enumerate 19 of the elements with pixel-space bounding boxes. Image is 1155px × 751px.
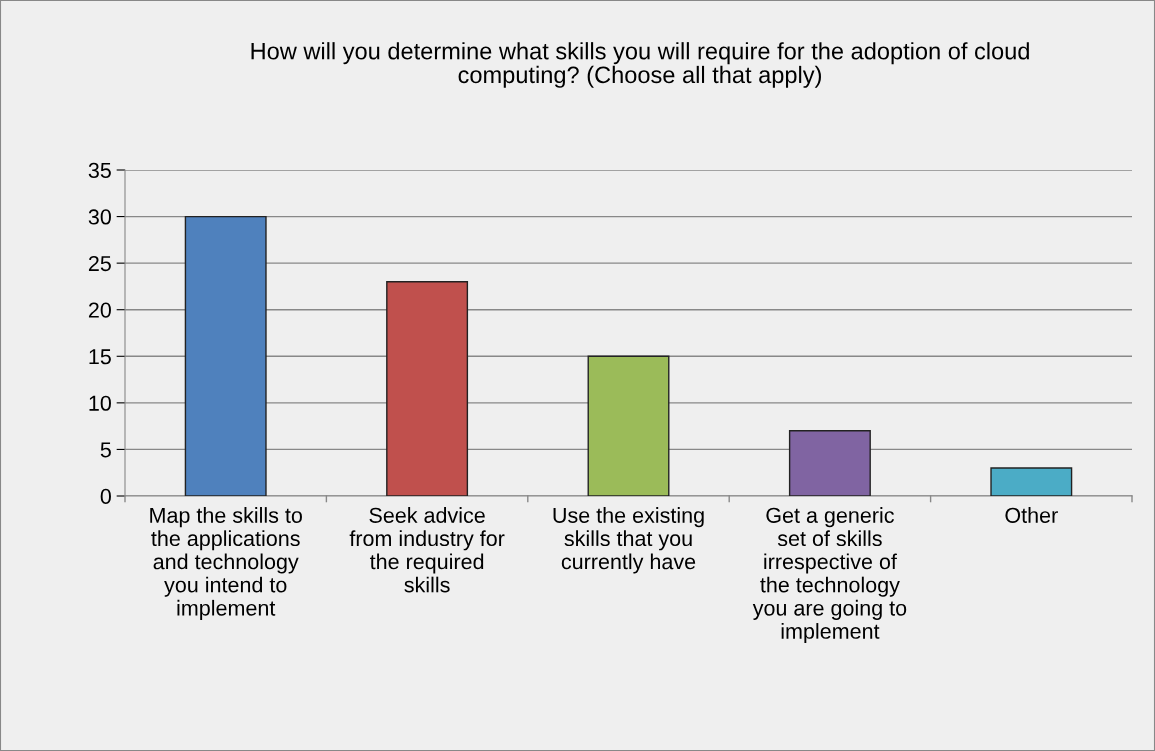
bar [788,430,871,496]
y-tick-label: 5 [100,442,111,458]
x-tick-label: Other [1005,507,1058,523]
chart-title: How will you determine what skills you will require for the adoption of cloud computing? (Choose all that apply) [251,42,1029,88]
x-tick-label: Map the skills to the applications and technology you intend to implement [150,507,302,620]
bar [587,355,670,496]
x-tick-label: Seek advice from industry for the required skills [349,507,505,593]
y-tick-label: 35 [88,162,111,179]
y-tick-label: 20 [88,302,111,318]
x-tick-label: Use the existing skills that you currently have [553,507,704,574]
bar [990,467,1073,496]
y-tick-label: 15 [89,349,111,365]
bar [386,281,469,496]
bar [184,215,267,496]
y-tick-label: 10 [89,395,111,411]
y-tick-label: 0 [100,488,111,505]
y-tick-label: 30 [88,209,111,225]
x-tick-label: Get a generic set of skills irrespective of the technology you are going to implement [752,507,907,644]
y-tick-label: 25 [88,255,111,272]
